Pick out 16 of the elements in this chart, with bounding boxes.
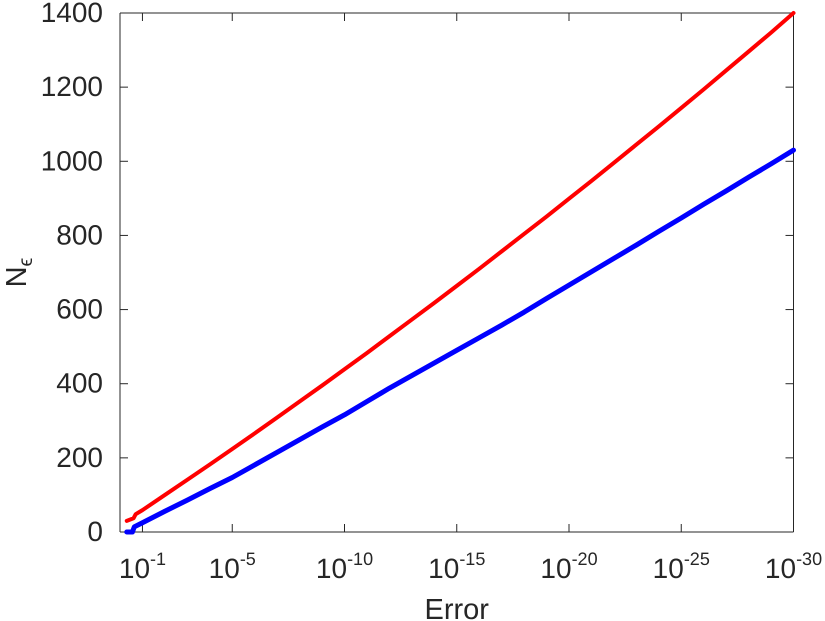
x-tick-label: 10$^{-20}$ xyxy=(540,548,598,584)
y-tick-label: 0 xyxy=(87,516,103,547)
x-tick-label: 10$^{-1}$ xyxy=(118,548,166,584)
x-tick-label: 10$^{-10}$ xyxy=(316,548,374,584)
y-tick-label: 200 xyxy=(56,442,103,473)
y-tick-label: 800 xyxy=(56,219,103,250)
x-tick-label: 10$^{-25}$ xyxy=(652,548,710,584)
y-tick-label: 1000 xyxy=(40,145,103,176)
x-tick-label: 10$^{-15}$ xyxy=(428,548,486,584)
y-tick-label: 1400 xyxy=(40,0,103,28)
y-tick-label: 400 xyxy=(56,368,103,399)
x-tick-label: 10$^{-5}$ xyxy=(208,548,256,584)
y-tick-label: 600 xyxy=(56,294,103,325)
y-tick-label: 1200 xyxy=(40,71,103,102)
x-axis-title: Error xyxy=(424,594,490,621)
x-tick-label: 10$^{-30}$ xyxy=(764,548,822,584)
